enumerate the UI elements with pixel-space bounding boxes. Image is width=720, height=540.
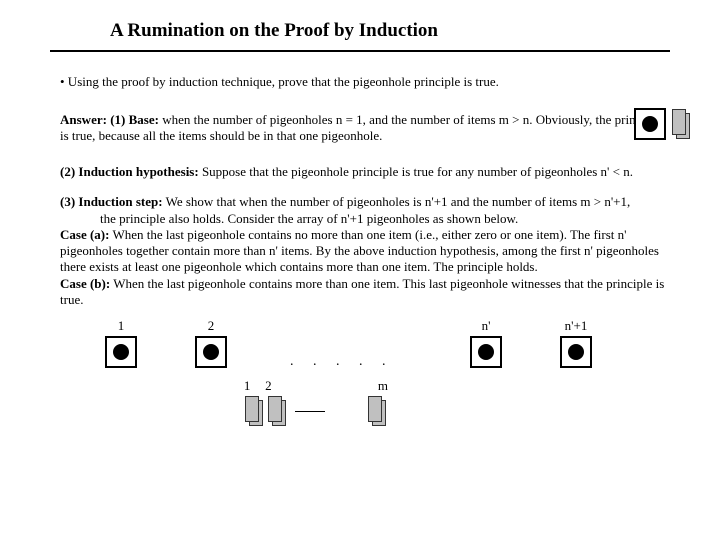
step-text-line2: the principle also holds. Consider the a…	[60, 211, 670, 227]
hyp-label: (2) Induction hypothesis:	[60, 164, 199, 179]
pigeonhole-diagram: 1 2 . . . . . n' n'+1 1 2 m	[50, 318, 670, 438]
ph-label-n1: n'+1	[560, 318, 592, 333]
pigeonhole-box-icon	[560, 336, 592, 368]
answer-base-block: Answer: (1) Base: when the number of pig…	[50, 112, 670, 144]
m-items-row	[235, 396, 395, 426]
problem-statement: • Using the proof by induction technique…	[50, 74, 670, 90]
item-icon	[245, 396, 263, 426]
base-figure	[634, 108, 690, 140]
pigeonhole-box-icon	[105, 336, 137, 368]
case-a-label: Case (a):	[60, 227, 109, 242]
page-title: A Rumination on the Proof by Induction	[50, 20, 670, 52]
item-icon	[268, 396, 286, 426]
ph-label-1: 1	[105, 318, 137, 333]
step-label: (3) Induction step:	[60, 194, 163, 209]
ph-label-2: 2	[195, 318, 227, 333]
pigeonhole-box-icon	[470, 336, 502, 368]
m-labels: 1 2 m	[235, 378, 395, 394]
case-a-text: When the last pigeonhole contains no mor…	[60, 227, 659, 275]
induction-hypothesis: (2) Induction hypothesis: Suppose that t…	[50, 164, 670, 180]
base-label: (1) Base:	[110, 112, 159, 127]
case-b-text: When the last pigeonhole contains more t…	[60, 276, 664, 307]
case-b-label: Case (b):	[60, 276, 110, 291]
step-text-line1: We show that when the number of pigeonho…	[166, 194, 631, 209]
ph-label-n: n'	[470, 318, 502, 333]
induction-step: (3) Induction step: We show that when th…	[50, 194, 670, 308]
item-icon	[368, 396, 386, 426]
answer-label: Answer:	[60, 112, 107, 127]
hyp-text: Suppose that the pigeonhole principle is…	[202, 164, 633, 179]
pigeonhole-box-icon	[195, 336, 227, 368]
underline-gap	[295, 411, 325, 412]
pigeonhole-box-icon	[634, 108, 666, 140]
ellipsis-dots: . . . . .	[290, 354, 394, 370]
items-stack-icon	[672, 109, 690, 139]
